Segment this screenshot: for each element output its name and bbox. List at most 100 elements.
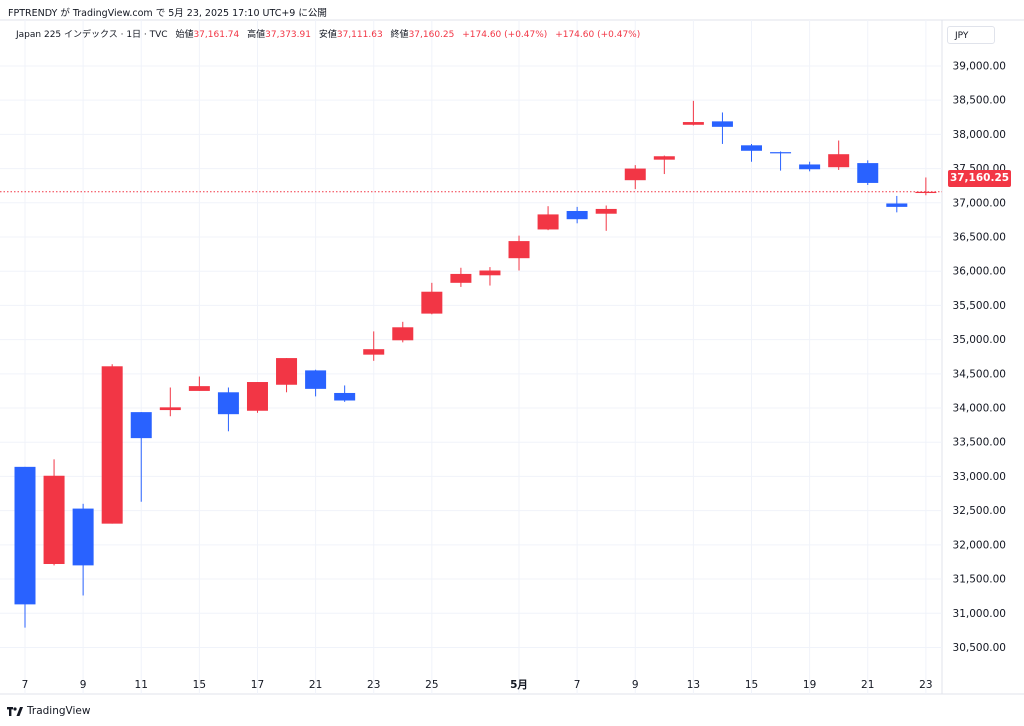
candle[interactable] [101,364,123,524]
candle-body [508,241,530,259]
candle[interactable] [217,387,239,432]
candle-body [537,214,559,230]
x-tick-label: 7 [574,679,581,691]
ohlc-legend: Japan 225 インデックス · 1日 · TVC 始値37,161.74 … [16,27,640,40]
tradingview-logo-icon [7,706,23,716]
candle[interactable] [770,151,792,171]
y-tick-label: 35,500.00 [953,300,1006,312]
low-label: 安値 [318,30,337,40]
y-tick-label: 36,500.00 [953,231,1006,243]
candle[interactable] [334,385,356,402]
candle[interactable] [421,282,443,315]
y-tick-label: 31,500.00 [953,574,1006,586]
x-tick-label: 15 [193,679,206,691]
candle[interactable] [43,459,65,566]
grid [0,19,1024,695]
x-tick-label: 21 [309,679,322,691]
y-tick-label: 30,500.00 [953,642,1006,654]
candle-body [130,412,152,439]
candle-body [305,370,327,389]
candle[interactable] [72,503,94,596]
candle[interactable] [653,155,675,175]
candle[interactable] [741,143,762,162]
last-price-badge: 37,160.25 [948,170,1011,187]
candle[interactable] [537,206,559,231]
candle-body [624,168,646,181]
candle[interactable] [392,321,414,343]
candle-body [886,203,908,207]
x-tick-label: 15 [745,679,758,691]
candle[interactable] [276,358,298,393]
change-value: +174.60 (+0.47%) [462,30,548,40]
candle-body [217,392,239,415]
candle[interactable] [363,331,385,361]
publish-info: FPTRENDY が TradingView.com で 5月 23, 2025… [8,8,327,19]
candle[interactable] [450,267,472,287]
candle-body [334,392,356,401]
candle-body [653,156,675,160]
candle[interactable] [799,161,821,172]
x-tick-label: 21 [861,679,874,691]
candle[interactable] [711,112,733,144]
x-tick-label: 13 [687,679,700,691]
candle-body [915,191,937,194]
y-tick-label: 32,000.00 [953,539,1006,551]
candle[interactable] [566,206,588,224]
candle[interactable] [246,382,268,413]
candle-body [595,208,617,214]
candles [14,100,937,628]
candle[interactable] [14,466,36,628]
x-tick-label: 5月 [510,679,528,691]
x-tick-label: 23 [919,679,932,691]
symbol-label[interactable]: Japan 225 インデックス · 1日 · TVC [16,30,168,40]
candle[interactable] [130,412,152,502]
y-tick-label: 38,000.00 [953,129,1006,141]
candle[interactable] [595,205,617,231]
candle-body [479,270,501,276]
y-tick-label: 37,000.00 [953,197,1006,209]
candle[interactable] [915,177,937,196]
tradingview-brand[interactable]: TradingView [7,705,90,717]
y-tick-label: 34,000.00 [953,403,1006,415]
y-tick-label: 38,500.00 [953,95,1006,107]
candle-body [421,291,443,314]
candle-body [741,145,762,151]
y-tick-label: 31,000.00 [953,608,1006,620]
candle-body [566,210,588,220]
candle[interactable] [188,376,210,391]
low-value: 37,111.63 [336,30,383,40]
currency-button[interactable]: JPY [947,26,995,44]
candle[interactable] [857,160,879,185]
brand-label: TradingView [27,705,91,717]
candle[interactable] [508,235,530,271]
y-tick-label: 35,000.00 [953,334,1006,346]
y-tick-label: 34,500.00 [953,368,1006,380]
y-tick-label: 33,000.00 [953,471,1006,483]
candle-body [43,475,65,565]
candle[interactable] [305,369,327,397]
candle-body [188,386,210,391]
candle[interactable] [479,267,501,286]
candle-body [276,358,298,385]
x-tick-label: 7 [22,679,29,691]
candle[interactable] [886,195,908,213]
high-label: 高値 [247,30,266,40]
candle[interactable] [159,387,181,417]
open-label: 始値 [175,30,194,40]
candle-body [799,164,821,170]
close-value: 37,160.25 [408,30,455,40]
candle-body [450,273,472,283]
candle-body [159,407,181,411]
candle-body [14,466,36,605]
candle[interactable] [682,100,704,126]
x-axis: 7 9 11 15 17 21 23 25 5月 7 9 13 15 19 21 23 [22,679,933,691]
candle[interactable] [828,140,850,170]
high-value: 37,373.91 [265,30,311,40]
candle-body [392,327,414,341]
candle-body [711,121,733,127]
candle-body [363,349,385,355]
candle[interactable] [624,165,646,190]
x-tick-label: 9 [80,679,87,691]
